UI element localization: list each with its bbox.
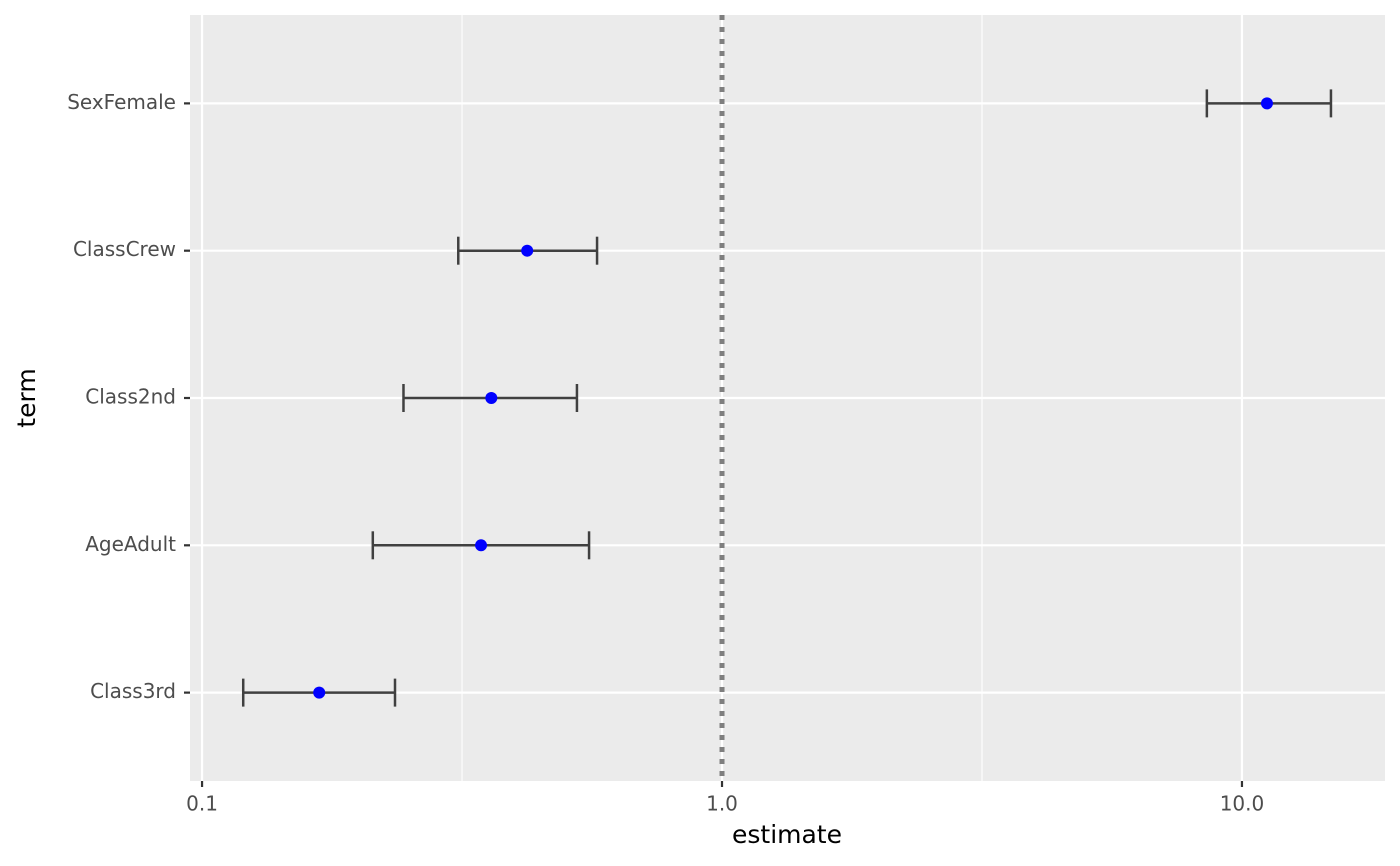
point xyxy=(313,686,326,699)
y-tick-label: Class2nd xyxy=(85,385,176,409)
x-axis-title: estimate xyxy=(732,820,842,849)
point xyxy=(1260,97,1273,110)
x-tick-label: 0.1 xyxy=(186,792,218,816)
point xyxy=(485,392,498,404)
x-tick-label: 10.0 xyxy=(1220,792,1265,816)
y-tick-label: AgeAdult xyxy=(85,532,176,556)
x-tick-label: 1.0 xyxy=(706,792,738,816)
y-axis-title: term xyxy=(12,368,41,427)
point xyxy=(521,244,534,257)
point xyxy=(475,539,488,552)
y-tick-label: Class3rd xyxy=(90,679,176,703)
y-tick-label: ClassCrew xyxy=(73,237,176,261)
y-tick-label: SexFemale xyxy=(67,90,176,114)
